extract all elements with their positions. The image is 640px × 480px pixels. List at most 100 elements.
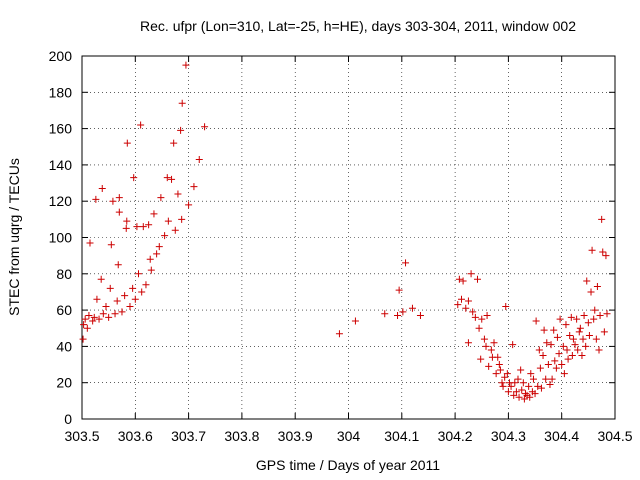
data-point bbox=[454, 301, 462, 309]
data-point bbox=[469, 308, 477, 316]
data-point bbox=[126, 302, 134, 310]
data-point bbox=[105, 313, 113, 321]
data-point bbox=[566, 332, 574, 340]
data-point bbox=[90, 313, 98, 321]
data-point bbox=[123, 217, 131, 225]
data-point bbox=[494, 353, 502, 361]
data-point bbox=[525, 382, 533, 390]
data-point bbox=[556, 315, 564, 323]
x-tick-label: 303.8 bbox=[224, 428, 259, 444]
data-point bbox=[97, 275, 105, 283]
data-point bbox=[161, 232, 169, 240]
data-point bbox=[496, 366, 504, 374]
data-point bbox=[155, 243, 163, 251]
data-point bbox=[114, 261, 122, 269]
data-point bbox=[551, 357, 559, 365]
data-point bbox=[137, 121, 145, 129]
data-point bbox=[580, 312, 588, 320]
data-point bbox=[555, 350, 563, 358]
x-tick-label: 303.7 bbox=[171, 428, 206, 444]
data-point bbox=[487, 346, 495, 354]
data-point bbox=[86, 239, 94, 247]
data-point bbox=[520, 395, 528, 403]
data-point bbox=[174, 190, 182, 198]
data-point bbox=[131, 295, 139, 303]
chart-title: Rec. ufpr (Lon=310, Lat=-25, h=HE), days… bbox=[140, 18, 576, 34]
data-point bbox=[480, 335, 488, 343]
data-point bbox=[584, 319, 592, 327]
data-point bbox=[573, 315, 581, 323]
x-tick-label: 304 bbox=[337, 428, 361, 444]
data-point bbox=[134, 270, 142, 278]
data-point bbox=[138, 288, 146, 296]
data-point bbox=[591, 306, 599, 314]
data-point bbox=[499, 382, 507, 390]
data-point bbox=[475, 324, 483, 332]
data-point bbox=[527, 370, 535, 378]
data-point bbox=[569, 335, 577, 343]
data-point bbox=[130, 174, 138, 182]
data-point bbox=[170, 139, 178, 147]
data-point bbox=[171, 226, 179, 234]
data-point bbox=[190, 183, 198, 191]
data-point bbox=[521, 390, 529, 398]
data-point bbox=[509, 341, 517, 349]
x-tick-label: 303.5 bbox=[64, 428, 99, 444]
data-point bbox=[507, 382, 515, 390]
data-point bbox=[123, 139, 131, 147]
data-point bbox=[121, 292, 129, 300]
data-point bbox=[482, 342, 490, 350]
data-point bbox=[526, 393, 534, 401]
data-point bbox=[477, 355, 485, 363]
data-point bbox=[531, 390, 539, 398]
data-point bbox=[139, 223, 147, 231]
y-axis-label: STEC from uqrg / TECUs bbox=[6, 158, 22, 316]
y-tick-label: 60 bbox=[56, 302, 72, 318]
data-point bbox=[107, 241, 115, 249]
data-point bbox=[600, 328, 608, 336]
data-point bbox=[603, 310, 611, 318]
data-point bbox=[102, 302, 110, 310]
tick-layer: 303.5 303.6 303.7 303.8 303.9 304 304.1 304.2 30… bbox=[49, 48, 633, 444]
data-point bbox=[574, 346, 582, 354]
data-point bbox=[157, 194, 165, 202]
data-point bbox=[462, 304, 470, 312]
data-point bbox=[510, 391, 518, 399]
data-point bbox=[79, 335, 87, 343]
data-point bbox=[177, 126, 185, 134]
data-point bbox=[150, 210, 158, 218]
data-point bbox=[593, 283, 601, 291]
data-point bbox=[351, 317, 359, 325]
data-point bbox=[178, 215, 186, 223]
data-point bbox=[178, 99, 186, 107]
data-point bbox=[164, 217, 172, 225]
data-point bbox=[163, 174, 171, 182]
data-point bbox=[543, 339, 551, 347]
data-point bbox=[483, 312, 491, 320]
data-point bbox=[115, 194, 123, 202]
data-point bbox=[540, 326, 548, 334]
data-point bbox=[575, 328, 583, 336]
data-point bbox=[473, 275, 481, 283]
x-tick-label: 303.9 bbox=[278, 428, 313, 444]
data-point bbox=[490, 339, 498, 347]
y-tick-label: 0 bbox=[64, 411, 72, 427]
data-point bbox=[195, 155, 203, 163]
data-point bbox=[111, 310, 119, 318]
data-point bbox=[596, 312, 604, 320]
data-point bbox=[113, 297, 121, 305]
data-point bbox=[512, 388, 520, 396]
data-point bbox=[504, 388, 512, 396]
data-point bbox=[548, 375, 556, 383]
grid-layer bbox=[82, 56, 615, 419]
data-point bbox=[399, 308, 407, 316]
y-tick-label: 20 bbox=[56, 375, 72, 391]
x-tick-label: 304.4 bbox=[544, 428, 579, 444]
plot-frame bbox=[81, 55, 616, 420]
data-point bbox=[550, 326, 558, 334]
data-point bbox=[118, 308, 126, 316]
data-point bbox=[492, 370, 500, 378]
data-point bbox=[201, 123, 209, 131]
data-point bbox=[459, 277, 467, 285]
